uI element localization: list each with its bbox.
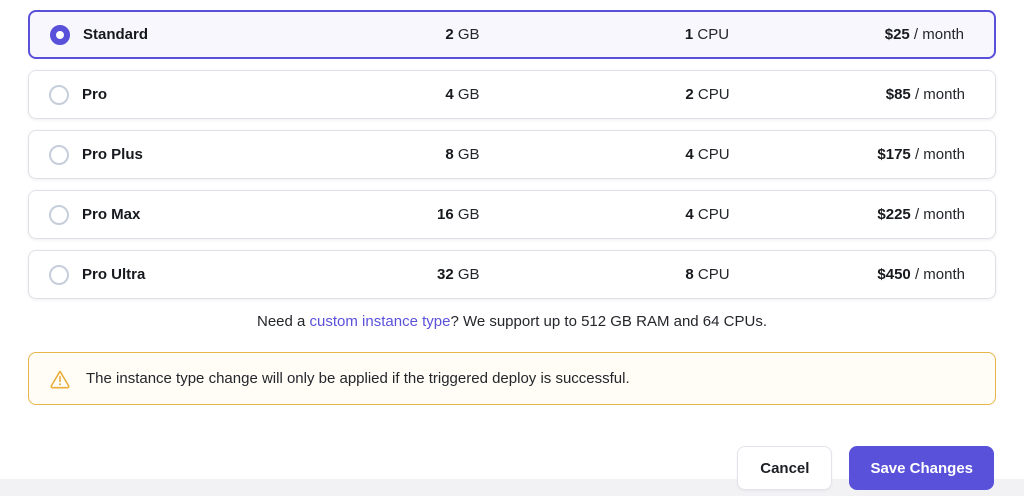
plan-cpu-value: 4 — [685, 146, 694, 163]
plan-name: Pro — [82, 86, 108, 103]
plan-cpu: 4 CPU — [480, 206, 730, 223]
plan-ram: 4 GB — [324, 86, 480, 103]
plan-ram-unit: GB — [453, 266, 480, 283]
plan-row[interactable]: Standard 2 GB 1 CPU $25 / month — [28, 10, 996, 59]
deploy-warning-banner: The instance type change will only be ap… — [28, 352, 996, 405]
warning-triangle-icon — [50, 370, 70, 388]
plan-price-suffix: / month — [910, 266, 965, 283]
plan-cpu-unit: CPU — [693, 146, 730, 163]
warning-text: The instance type change will only be ap… — [86, 370, 630, 387]
radio-button[interactable] — [49, 84, 69, 105]
plan-cpu-value: 1 — [684, 26, 694, 43]
plan-cpu-value: 8 — [685, 266, 694, 283]
plan-price-value: $175 — [877, 146, 911, 163]
plan-cell-name: Pro Ultra — [49, 264, 324, 285]
plan-cpu: 2 CPU — [480, 86, 730, 103]
plan-ram-value: 8 — [445, 146, 454, 163]
plan-price-suffix: / month — [909, 26, 964, 43]
plan-price-value: $25 — [884, 26, 910, 43]
plan-cell-name: Pro Plus — [49, 144, 324, 165]
plan-price-value: $225 — [877, 206, 911, 223]
plan-price-suffix: / month — [910, 146, 965, 163]
plan-ram-value: 4 — [445, 86, 454, 103]
plan-ram-value: 2 — [445, 26, 454, 43]
plan-price-value: $85 — [885, 86, 911, 103]
footer-actions: Cancel Save Changes — [28, 446, 996, 490]
cancel-button[interactable]: Cancel — [737, 446, 833, 490]
radio-button[interactable] — [49, 204, 69, 225]
plan-price-suffix: / month — [910, 86, 965, 103]
plan-name: Pro Max — [82, 206, 141, 223]
plan-row[interactable]: Pro 4 GB 2 CPU $85 / month — [28, 70, 996, 119]
plan-row[interactable]: Pro Plus 8 GB 4 CPU $175 / month — [28, 130, 996, 179]
plan-cpu-unit: CPU — [693, 206, 730, 223]
plan-price: $25 / month — [729, 26, 964, 43]
radio-button[interactable] — [50, 24, 70, 45]
radio-button[interactable] — [49, 144, 69, 165]
plan-cpu-value: 4 — [685, 206, 694, 223]
plan-ram-value: 32 — [436, 266, 454, 283]
radio-button[interactable] — [49, 264, 69, 285]
plan-ram: 2 GB — [324, 26, 479, 43]
plan-name: Pro Plus — [82, 146, 143, 163]
plan-row[interactable]: Pro Ultra 32 GB 8 CPU $450 / month — [28, 250, 996, 299]
plan-price: $225 / month — [730, 206, 965, 223]
plan-ram-unit: GB — [453, 86, 480, 103]
plan-name: Standard — [83, 26, 149, 43]
plan-price-suffix: / month — [910, 206, 965, 223]
plan-cell-name: Pro Max — [49, 204, 324, 225]
plan-ram-value: 16 — [436, 206, 454, 223]
plan-cpu-unit: CPU — [693, 86, 730, 103]
plan-cpu: 4 CPU — [480, 146, 730, 163]
plan-cpu-value: 2 — [685, 86, 694, 103]
custom-instance-type-link[interactable]: custom instance type — [309, 313, 451, 330]
plan-price: $175 / month — [730, 146, 965, 163]
plan-ram: 16 GB — [324, 206, 480, 223]
plan-price: $450 / month — [730, 266, 965, 283]
plan-cpu-unit: CPU — [693, 26, 730, 43]
plan-ram-unit: GB — [453, 146, 480, 163]
plan-name: Pro Ultra — [82, 266, 146, 283]
plan-ram-unit: GB — [453, 26, 480, 43]
plan-cell-name: Pro — [49, 84, 324, 105]
plan-cpu: 1 CPU — [480, 26, 730, 43]
plan-list: Standard 2 GB 1 CPU $25 / month Pro 4 GB… — [28, 10, 996, 299]
plan-price-value: $450 — [877, 266, 911, 283]
plan-cpu: 8 CPU — [480, 266, 730, 283]
plan-ram: 8 GB — [324, 146, 480, 163]
plan-row[interactable]: Pro Max 16 GB 4 CPU $225 / month — [28, 190, 996, 239]
plan-cpu-unit: CPU — [693, 266, 730, 283]
plan-cell-name: Standard — [50, 24, 324, 45]
plan-price: $85 / month — [730, 86, 965, 103]
helper-suffix: ? We support up to 512 GB RAM and 64 CPU… — [450, 313, 767, 330]
custom-instance-helper-text: Need a custom instance type? We support … — [28, 313, 996, 333]
plan-ram: 32 GB — [324, 266, 480, 283]
helper-prefix: Need a — [256, 313, 310, 330]
save-changes-button[interactable]: Save Changes — [849, 446, 994, 490]
plan-ram-unit: GB — [453, 206, 480, 223]
